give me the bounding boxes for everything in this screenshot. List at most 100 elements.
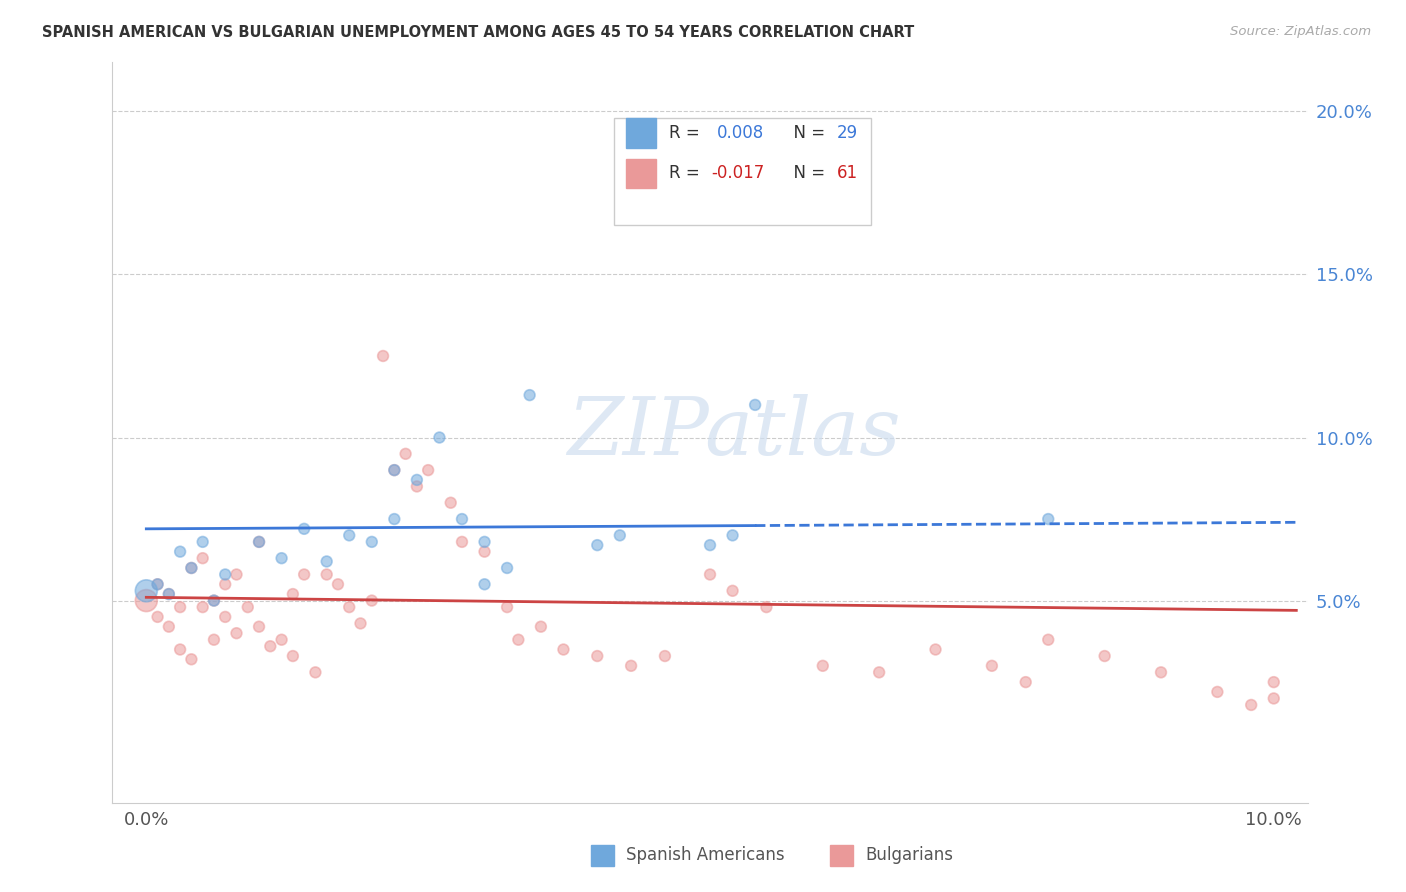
Point — [451, 512, 474, 526]
Point — [382, 463, 405, 477]
Point — [135, 583, 157, 598]
Point — [1015, 675, 1038, 690]
Point — [980, 658, 1002, 673]
Text: ZIPatlas: ZIPatlas — [567, 394, 901, 471]
Point — [202, 593, 225, 607]
Point — [721, 583, 744, 598]
Text: 0.008: 0.008 — [717, 124, 765, 142]
Point — [180, 652, 202, 666]
Point — [1038, 632, 1060, 647]
Point — [281, 648, 304, 663]
Point — [191, 534, 214, 549]
Point — [337, 600, 360, 615]
Point — [214, 610, 236, 624]
Point — [180, 561, 202, 575]
Point — [146, 577, 169, 591]
FancyBboxPatch shape — [627, 118, 657, 147]
Text: Spanish Americans: Spanish Americans — [627, 847, 785, 864]
Point — [508, 632, 530, 647]
Point — [180, 561, 202, 575]
Point — [169, 600, 191, 615]
Point — [236, 600, 259, 615]
Point — [406, 479, 429, 493]
Point — [270, 551, 292, 566]
Text: -0.017: -0.017 — [711, 164, 765, 183]
Point — [157, 620, 180, 634]
Point — [699, 567, 721, 582]
Point — [214, 567, 236, 582]
Text: 61: 61 — [837, 164, 858, 183]
Point — [1206, 685, 1229, 699]
Point — [530, 620, 553, 634]
Point — [382, 463, 405, 477]
Point — [157, 587, 180, 601]
Point — [1240, 698, 1263, 712]
Point — [247, 534, 270, 549]
Point — [259, 639, 281, 653]
Point — [440, 496, 463, 510]
Point — [281, 587, 304, 601]
Point — [394, 447, 416, 461]
Point — [326, 577, 349, 591]
Point — [349, 616, 371, 631]
Point — [247, 534, 270, 549]
FancyBboxPatch shape — [591, 845, 614, 866]
Point — [1150, 665, 1173, 680]
Text: R =: R = — [669, 124, 706, 142]
FancyBboxPatch shape — [614, 118, 872, 226]
Point — [371, 349, 394, 363]
Point — [451, 534, 474, 549]
Point — [496, 600, 519, 615]
Point — [169, 642, 191, 657]
Point — [553, 642, 575, 657]
Point — [169, 544, 191, 558]
Point — [157, 587, 180, 601]
Text: Bulgarians: Bulgarians — [866, 847, 953, 864]
Text: SPANISH AMERICAN VS BULGARIAN UNEMPLOYMENT AMONG AGES 45 TO 54 YEARS CORRELATION: SPANISH AMERICAN VS BULGARIAN UNEMPLOYME… — [42, 25, 914, 40]
Point — [699, 538, 721, 552]
Point — [304, 665, 326, 680]
Point — [315, 567, 337, 582]
Point — [868, 665, 890, 680]
Point — [474, 534, 496, 549]
Text: N =: N = — [783, 124, 831, 142]
Text: R =: R = — [669, 164, 706, 183]
Point — [586, 538, 609, 552]
Point — [755, 600, 778, 615]
Point — [360, 593, 382, 607]
FancyBboxPatch shape — [830, 845, 853, 866]
Point — [225, 567, 247, 582]
Point — [1263, 691, 1285, 706]
Point — [1094, 648, 1116, 663]
Point — [406, 473, 429, 487]
Point — [146, 610, 169, 624]
Point — [924, 642, 946, 657]
Text: 29: 29 — [837, 124, 858, 142]
Point — [519, 388, 541, 402]
Point — [360, 534, 382, 549]
Point — [315, 554, 337, 568]
Point — [1038, 512, 1060, 526]
Point — [292, 522, 315, 536]
Point — [586, 648, 609, 663]
Point — [337, 528, 360, 542]
Point — [474, 577, 496, 591]
Point — [811, 658, 834, 673]
Point — [429, 430, 451, 444]
Point — [496, 561, 519, 575]
Point — [191, 551, 214, 566]
FancyBboxPatch shape — [627, 159, 657, 188]
Point — [202, 593, 225, 607]
Point — [744, 398, 766, 412]
Point — [609, 528, 631, 542]
Point — [270, 632, 292, 647]
Point — [191, 600, 214, 615]
Point — [225, 626, 247, 640]
Point — [620, 658, 643, 673]
Point — [418, 463, 440, 477]
Text: N =: N = — [783, 164, 831, 183]
Point — [202, 632, 225, 647]
Point — [721, 528, 744, 542]
Point — [146, 577, 169, 591]
Point — [214, 577, 236, 591]
